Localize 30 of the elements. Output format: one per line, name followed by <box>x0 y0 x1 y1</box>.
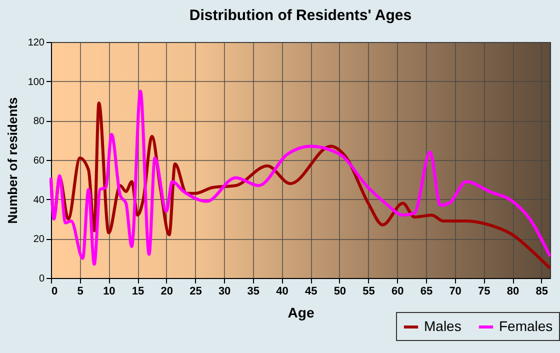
x-axis-title: Age <box>288 304 314 320</box>
x-tick-label: 85 <box>536 286 548 298</box>
y-tick-label: 0 <box>38 274 45 284</box>
chart-title: Distribution of Residents' Ages <box>189 7 412 24</box>
x-tick-label: 50 <box>334 286 346 298</box>
x-tick-label: 5 <box>77 286 84 298</box>
x-tick-label: 25 <box>190 286 202 298</box>
legend-label: Males <box>424 318 462 334</box>
x-tick-label: 75 <box>478 286 490 298</box>
x-tick-label: 65 <box>420 286 433 298</box>
x-tick-label: 10 <box>103 286 116 298</box>
y-tick-label: 120 <box>28 38 45 48</box>
x-tick-label: 40 <box>276 286 288 298</box>
y-tick-label: 60 <box>33 156 45 166</box>
legend-label: Females <box>499 318 553 334</box>
x-tick-label: 15 <box>132 286 144 298</box>
y-tick-label: 100 <box>28 76 45 88</box>
y-tick-label: 80 <box>33 116 45 128</box>
x-tick-label: 55 <box>362 286 375 298</box>
y-tick-label: 40 <box>33 194 45 206</box>
x-tick-label: 30 <box>218 286 231 298</box>
x-tick-label: 45 <box>304 286 318 298</box>
x-tick-label: 70 <box>449 286 462 298</box>
x-tick-label: 35 <box>247 286 260 298</box>
x-tick-label: 60 <box>392 286 404 298</box>
x-tick-label: 0 <box>52 286 58 298</box>
y-axis-title: Number of residents <box>4 97 20 224</box>
y-tick-label: 20 <box>33 234 45 246</box>
x-tick-label: 20 <box>160 286 173 298</box>
x-tick-label: 80 <box>506 286 520 298</box>
